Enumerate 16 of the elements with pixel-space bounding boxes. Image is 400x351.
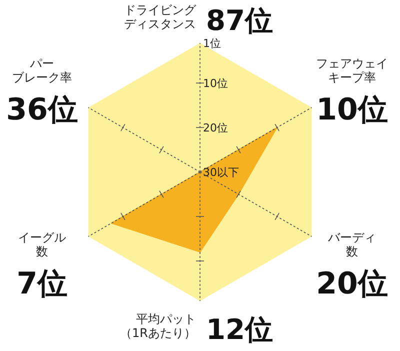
text: 7位: [16, 266, 68, 302]
spoke-label: ドライビングディスタンス: [124, 3, 197, 31]
text: 12位: [206, 313, 273, 346]
spoke-label: 平均パット（1Rあたり）: [120, 312, 196, 340]
y-tick-label: 1位: [203, 37, 221, 50]
text: 20位: [316, 266, 388, 302]
text: 87位: [206, 4, 273, 37]
spoke-label: パーブレーク率: [12, 56, 72, 84]
spoke-label: フェアウェイキープ率: [316, 56, 388, 84]
text: 36位: [6, 92, 78, 128]
y-tick-label: 30以下: [203, 166, 239, 179]
spoke-label: バーディ数: [327, 230, 376, 258]
y-tick-label: 20位: [203, 122, 228, 135]
y-tick-label: 10位: [203, 77, 228, 90]
spoke-label: イーグル数: [18, 230, 66, 258]
text: 10位: [316, 92, 388, 128]
